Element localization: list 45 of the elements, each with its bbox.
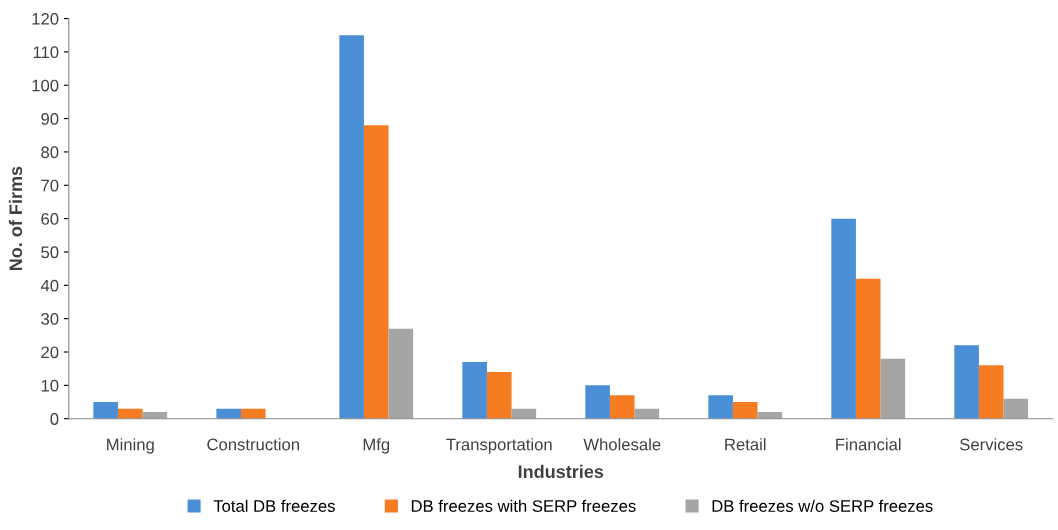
y-tick-label: 110	[33, 46, 59, 59]
y-tick-label: 30	[41, 313, 59, 325]
y-tick-label: 70	[41, 179, 59, 192]
legend-label: DB freezes with SERP freezes	[411, 499, 636, 512]
bar	[339, 35, 364, 419]
bar	[462, 362, 487, 419]
legend-label: Total DB freezes	[213, 499, 335, 512]
legend-label: DB freezes w/o SERP freezes	[712, 499, 933, 512]
bar	[117, 408, 143, 419]
bar	[1003, 398, 1029, 419]
y-tick-label: 100	[32, 79, 59, 92]
bar	[708, 395, 733, 419]
y-tick-label: 120	[32, 12, 59, 25]
y-tick-label: 60	[41, 213, 59, 225]
bar	[831, 218, 856, 419]
bar	[585, 385, 610, 419]
y-tick-label: 50	[41, 246, 59, 259]
bar	[363, 125, 389, 419]
bar	[216, 408, 241, 419]
x-tick-label: Wholesale	[583, 438, 661, 451]
x-tick-label: Construction	[207, 438, 299, 451]
x-tick-label: Mfg	[363, 438, 390, 454]
y-tick-label: 20	[41, 346, 59, 359]
y-axis-title: No. of Firms	[8, 166, 23, 271]
y-tick-label: 40	[40, 279, 59, 292]
bar	[880, 358, 906, 419]
x-tick-label: Retail	[725, 438, 766, 451]
bar	[486, 372, 512, 419]
bar	[732, 402, 758, 419]
bar	[388, 328, 414, 419]
y-tick-label: 80	[41, 146, 59, 159]
y-tick-label: 0	[50, 413, 59, 425]
x-tick-label: Transportation	[446, 438, 552, 454]
x-tick-label: Financial	[836, 438, 901, 451]
bar	[609, 395, 635, 419]
bar	[954, 345, 979, 419]
bar	[93, 402, 118, 419]
bar	[240, 408, 266, 419]
bar	[855, 278, 881, 419]
y-tick-label: 10	[41, 379, 59, 392]
x-axis-title: Industries	[518, 464, 604, 479]
x-tick-label: Services	[960, 438, 1023, 451]
bar	[978, 365, 1004, 419]
x-tick-label: Mining	[107, 438, 154, 454]
y-tick-label: 90	[41, 112, 59, 125]
